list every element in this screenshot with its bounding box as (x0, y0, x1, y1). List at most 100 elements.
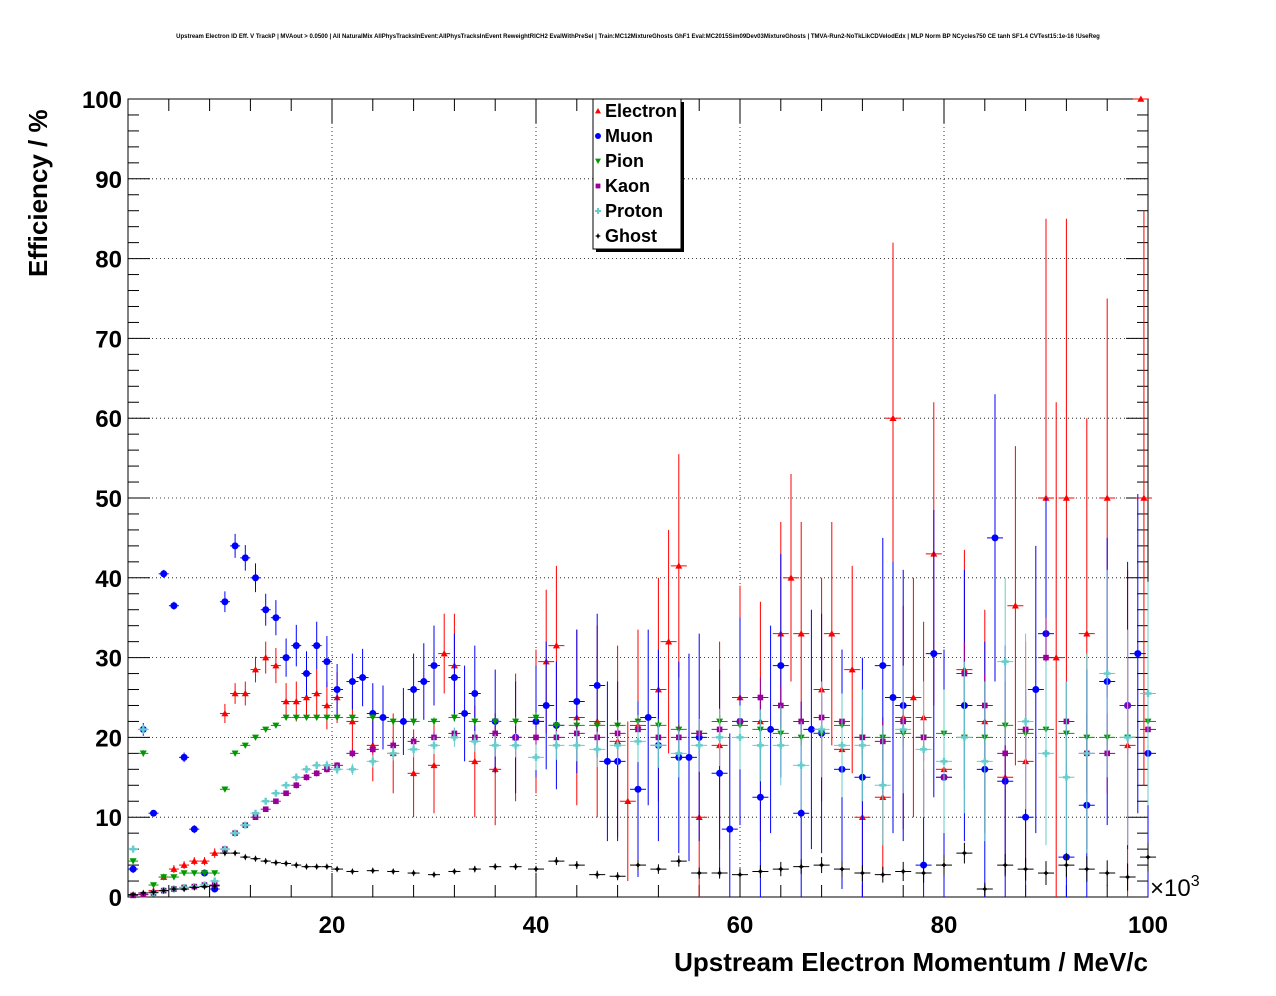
y-tick-label: 70 (95, 326, 122, 353)
data-point-muon (448, 634, 460, 722)
data-point-electron (169, 865, 179, 873)
marker (716, 770, 723, 777)
marker (323, 863, 330, 870)
data-point-pion (159, 874, 169, 880)
data-point-pion (179, 870, 189, 876)
data-point-pion (469, 717, 481, 725)
marker (370, 747, 376, 753)
data-point-ghost (1099, 860, 1115, 886)
data-point-proton (138, 725, 148, 735)
data-point-pion (230, 751, 240, 757)
data-point-pion (322, 715, 332, 721)
marker (242, 854, 249, 861)
y-axis-label: Efficiency / % (23, 109, 53, 277)
data-point-proton (302, 765, 312, 773)
marker (1022, 718, 1029, 725)
marker (283, 782, 290, 789)
marker (961, 850, 968, 857)
marker (283, 654, 290, 661)
data-point-ghost (189, 884, 199, 891)
marker (777, 662, 784, 669)
data-point-ghost (773, 862, 789, 876)
marker (757, 868, 764, 875)
marker (130, 866, 137, 873)
data-point-ghost (346, 868, 358, 875)
data-point-electron (240, 682, 250, 706)
data-point-ghost (1120, 863, 1136, 890)
marker (262, 798, 269, 805)
data-point-proton (271, 790, 281, 797)
data-point-muon (179, 753, 189, 763)
data-point-ghost (569, 861, 585, 869)
marker (293, 642, 300, 649)
marker (890, 694, 897, 701)
data-point-proton (793, 721, 809, 809)
data-point-kaon (312, 770, 322, 776)
data-point-proton (448, 728, 460, 747)
data-point-electron (438, 614, 450, 694)
marker (492, 742, 499, 749)
marker (303, 863, 310, 870)
marker (920, 870, 927, 877)
data-point-kaon (291, 782, 301, 788)
y-tick-label: 10 (95, 805, 122, 832)
data-point-ghost (691, 867, 707, 878)
marker (930, 650, 937, 657)
marker (252, 574, 259, 581)
data-point-ghost (291, 862, 301, 869)
data-point-proton (671, 729, 687, 777)
data-point-muon (220, 591, 230, 612)
data-point-ghost (510, 863, 522, 870)
data-point-pion (489, 717, 501, 725)
legend-marker (596, 184, 601, 189)
marker (349, 868, 356, 875)
data-point-proton (261, 798, 271, 805)
data-point-proton (548, 731, 564, 760)
marker (798, 810, 805, 817)
marker (380, 714, 387, 721)
marker (1032, 686, 1039, 693)
data-point-proton (854, 690, 870, 802)
data-point-proton (997, 578, 1013, 746)
marker (272, 790, 279, 797)
series-kaon (128, 618, 1156, 899)
chart-svg: 010203040506070809010020 40 60 80 100 Electr… (0, 0, 1276, 996)
data-point-ghost (610, 872, 626, 880)
x-tick-label: 20 (319, 912, 346, 939)
marker (512, 742, 519, 749)
data-point-muon (189, 825, 199, 833)
marker (242, 554, 249, 561)
series-proton (128, 570, 1156, 897)
data-point-muon (251, 563, 261, 592)
data-point-electron (271, 648, 281, 683)
data-point-proton (691, 719, 707, 772)
marker (323, 658, 330, 665)
data-point-proton (773, 705, 789, 785)
data-point-ghost (230, 850, 240, 857)
marker (252, 855, 259, 862)
data-point-ghost (271, 859, 281, 866)
data-point-proton (322, 761, 332, 771)
marker (350, 751, 356, 757)
y-tick-label: 100 (82, 87, 122, 114)
data-point-muon (291, 625, 301, 666)
data-point-pion (128, 858, 138, 864)
data-point-proton (528, 745, 544, 771)
data-point-pion (281, 715, 291, 721)
marker (941, 758, 948, 765)
data-point-pion (189, 870, 199, 876)
data-point-proton (281, 782, 291, 789)
marker (334, 686, 341, 693)
data-point-kaon (367, 745, 379, 753)
data-point-ghost (814, 857, 830, 873)
data-point-electron (671, 454, 687, 677)
data-point-ghost (875, 867, 891, 883)
data-point-pion (367, 714, 379, 721)
data-point-ghost (149, 889, 159, 896)
x-tick-label: 100 (1128, 912, 1168, 939)
data-point-proton (331, 765, 343, 775)
marker (594, 871, 601, 878)
data-point-proton (630, 721, 646, 762)
marker (451, 674, 458, 681)
data-point-electron (322, 682, 332, 730)
